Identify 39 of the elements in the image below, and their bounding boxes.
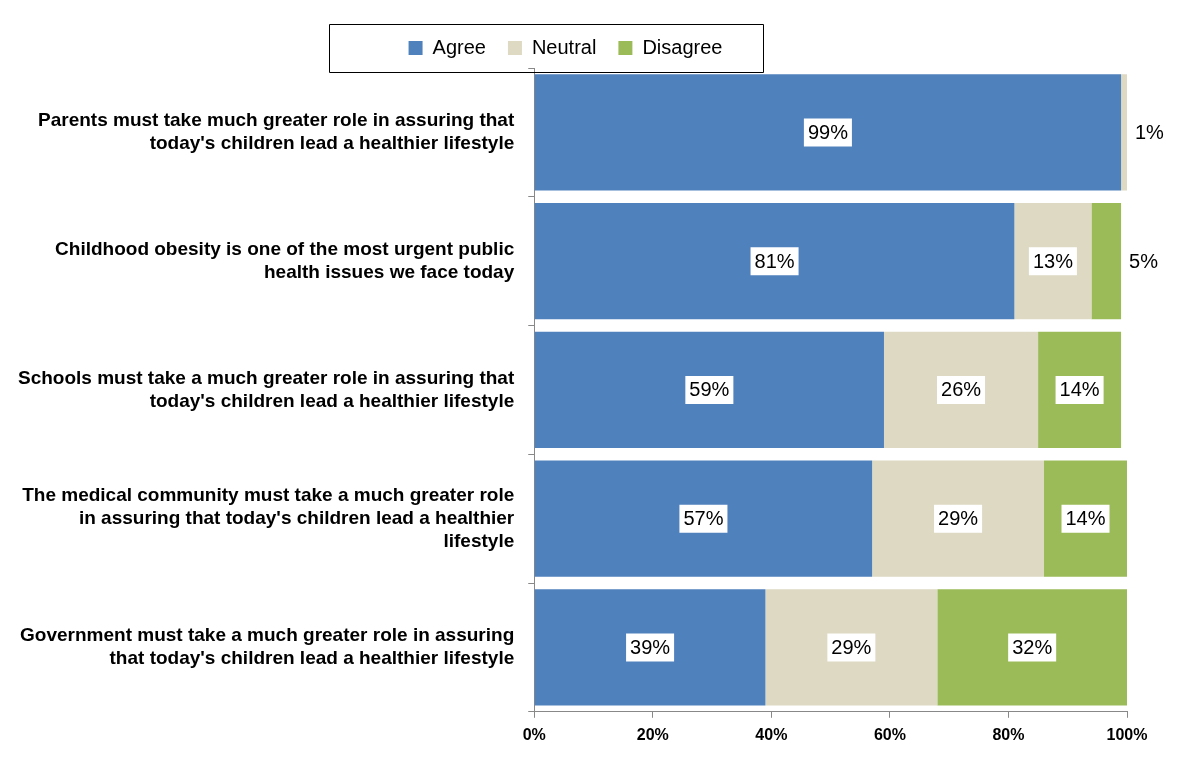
legend-label: Disagree xyxy=(642,35,723,58)
bar xyxy=(534,74,1122,191)
data-label: 29% xyxy=(938,507,979,530)
data-label: 14% xyxy=(1065,507,1106,530)
bar xyxy=(1121,74,1127,191)
data-label: 26% xyxy=(941,378,982,401)
data-label: 39% xyxy=(630,635,671,658)
bar xyxy=(765,589,938,706)
bar xyxy=(534,460,873,577)
bar xyxy=(872,460,1045,577)
data-label: 57% xyxy=(683,507,724,530)
x-tick-label: 80% xyxy=(992,725,1025,743)
x-tick-label: 60% xyxy=(873,725,906,743)
x-tick-label: 0% xyxy=(522,725,546,743)
data-label: 59% xyxy=(689,378,730,401)
bar xyxy=(534,203,1015,320)
data-label: 32% xyxy=(1012,635,1053,658)
data-label: 13% xyxy=(1032,249,1074,272)
legend-label: Neutral xyxy=(531,35,597,58)
data-label: 29% xyxy=(831,635,872,658)
data-label: 14% xyxy=(1059,378,1100,401)
y-tick-label: Childhood obesity is one of the most urgent public health issues we face today xyxy=(55,237,515,282)
data-label: 5% xyxy=(1129,249,1159,272)
bar xyxy=(883,331,1039,448)
x-tick-label: 20% xyxy=(636,725,669,743)
data-label: 1% xyxy=(1135,120,1165,143)
bar xyxy=(937,589,1127,706)
data-label: 99% xyxy=(807,120,849,143)
y-tick-label: The medical community must take a much greater role in assuring that today's children lead a healthier lifestyle xyxy=(22,484,515,551)
bar xyxy=(534,589,766,706)
data-label: 81% xyxy=(754,249,795,272)
bar xyxy=(534,331,884,448)
y-tick-label: Schools must take a much greater role in assuring that today's children lead a healthier lifestyle xyxy=(18,366,515,411)
y-tick-label: Government must take a much greater role in assuring that today's children lead a healthier lifestyle xyxy=(20,624,515,669)
x-tick-label: 100% xyxy=(1106,725,1148,743)
bar xyxy=(1091,203,1122,320)
legend-label: Agree xyxy=(432,35,486,58)
y-tick-label: Parents must take much greater role in assuring that today's children lead a healthier lifestyle xyxy=(38,109,515,154)
x-tick-label: 40% xyxy=(755,725,788,743)
